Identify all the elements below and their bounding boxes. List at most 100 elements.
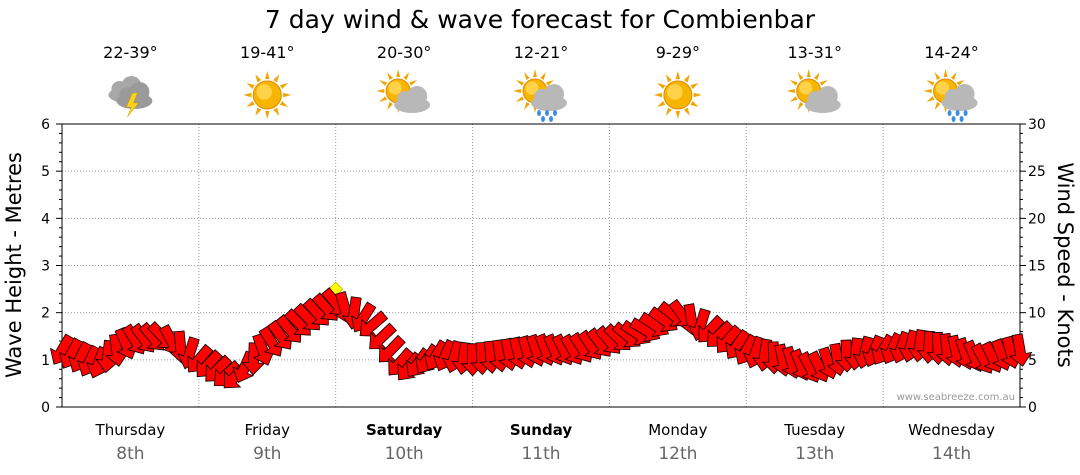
day-date-label: 13th xyxy=(795,444,834,464)
temp-range-label: 14-24° xyxy=(924,43,979,62)
y-tick-label: 4 xyxy=(41,211,50,227)
watermark: www.seabreeze.com.au xyxy=(897,392,1015,403)
sun-ray xyxy=(813,71,820,80)
sun-ray xyxy=(515,80,524,86)
sun-ray xyxy=(279,83,289,90)
sun-rain-icon xyxy=(923,69,978,122)
sun-ray xyxy=(683,74,690,83)
sun-ray xyxy=(657,100,666,107)
sun-ray xyxy=(265,110,270,119)
sun-ray xyxy=(675,71,681,80)
y-tick-label: 0 xyxy=(41,400,50,416)
day-name-label: Wednesday xyxy=(908,421,995,439)
sun-ray xyxy=(387,71,393,80)
wind-arrows xyxy=(49,281,1033,389)
day-labels: Thursday 8th Friday 9th Saturday 10th Sunday 11… xyxy=(95,421,996,464)
sun-ray xyxy=(926,80,935,86)
sun-icon xyxy=(653,71,702,119)
rain-drop xyxy=(955,110,960,116)
sun-ray xyxy=(540,71,546,80)
day-name-label: Monday xyxy=(648,421,707,439)
rain-drop xyxy=(553,110,557,116)
sun-ray xyxy=(657,83,666,90)
sun-ray xyxy=(806,69,811,78)
rain-drop xyxy=(947,110,952,116)
sun-ray xyxy=(533,69,537,78)
sun-ray xyxy=(789,96,798,102)
sun-ray xyxy=(255,74,262,83)
sun-ray xyxy=(409,80,418,86)
day-name-label: Friday xyxy=(245,421,291,439)
sun-ray xyxy=(279,100,289,107)
rain-drop xyxy=(963,110,968,116)
day-date-label: 8th xyxy=(116,444,144,464)
wind-arrow xyxy=(1008,333,1033,367)
day-name-label: Thursday xyxy=(95,421,166,439)
sun-highlight xyxy=(799,81,813,95)
sun-ray xyxy=(246,100,255,107)
weather-icons xyxy=(108,69,978,122)
y2-tick-label: 25 xyxy=(1028,164,1046,180)
y2-tick-label: 10 xyxy=(1028,306,1046,322)
sun-ray xyxy=(283,92,292,98)
sun-ray xyxy=(797,71,804,80)
right-axis-ticks: 0 5 10 15 20 25 30 xyxy=(1020,117,1046,416)
sun-ray xyxy=(396,69,401,78)
wind-arrow xyxy=(378,334,406,363)
sun-ray xyxy=(243,92,252,98)
sun-ray xyxy=(379,80,388,86)
sun-ray xyxy=(524,102,530,111)
sun-highlight xyxy=(935,81,950,95)
day-date-label: 10th xyxy=(385,444,424,464)
cloud-puff xyxy=(544,84,564,104)
y2-tick-label: 15 xyxy=(1028,259,1046,275)
day-date-label: 14th xyxy=(932,444,971,464)
sun-icon xyxy=(243,71,292,119)
y-tick-label: 1 xyxy=(41,353,50,369)
sun-ray xyxy=(923,89,932,93)
sun-ray xyxy=(379,96,388,102)
temp-range-label: 22-39° xyxy=(103,43,158,62)
wind-arrow xyxy=(369,322,397,350)
sun-ray xyxy=(387,102,393,111)
sun-highlight xyxy=(256,84,272,100)
y2-tick-label: 0 xyxy=(1028,400,1037,416)
sun-ray xyxy=(376,89,385,93)
day-name-label: Sunday xyxy=(510,421,573,439)
y-tick-label: 5 xyxy=(41,164,50,180)
wind-arrow xyxy=(241,342,266,376)
sun-ray xyxy=(665,74,672,83)
temp-range-label: 9-29° xyxy=(656,43,700,62)
sun-ray xyxy=(956,80,965,86)
rain-drop xyxy=(959,116,964,122)
sun-ray xyxy=(546,80,555,86)
y-tick-label: 6 xyxy=(41,117,50,133)
sun-ray xyxy=(665,107,672,116)
temp-range-label: 19-41° xyxy=(240,43,295,62)
sun-ray xyxy=(934,102,941,111)
temp-range-label: 12-21° xyxy=(514,43,569,62)
y2-axis-label: Wind Speed - Knots xyxy=(1053,162,1077,367)
y-tick-label: 3 xyxy=(41,259,50,275)
lightning-bolt xyxy=(126,92,139,118)
left-axis-ticks: 0 1 2 3 4 5 6 xyxy=(41,117,62,416)
sun-ray xyxy=(246,83,255,90)
rain-drop xyxy=(537,110,541,116)
sun-ray xyxy=(950,71,957,80)
y-axis-label: Wave Height - Metres xyxy=(2,152,26,378)
sun-highlight xyxy=(525,81,539,95)
sun-ray xyxy=(265,71,270,80)
sun-ray xyxy=(786,89,795,93)
sun-ray xyxy=(273,74,280,83)
rain-drop xyxy=(541,116,545,122)
day-date-label: 12th xyxy=(658,444,697,464)
sun-ray xyxy=(273,107,280,116)
y2-tick-label: 20 xyxy=(1028,211,1046,227)
cloud-puff xyxy=(817,86,838,106)
chart-title: 7 day wind & wave forecast for Combienba… xyxy=(265,5,816,34)
temp-range-label: 20-30° xyxy=(377,43,432,62)
sun-ray xyxy=(943,69,948,78)
rain-drop xyxy=(951,116,956,122)
sun-ray xyxy=(797,102,804,111)
sun-rain-icon xyxy=(513,69,567,122)
